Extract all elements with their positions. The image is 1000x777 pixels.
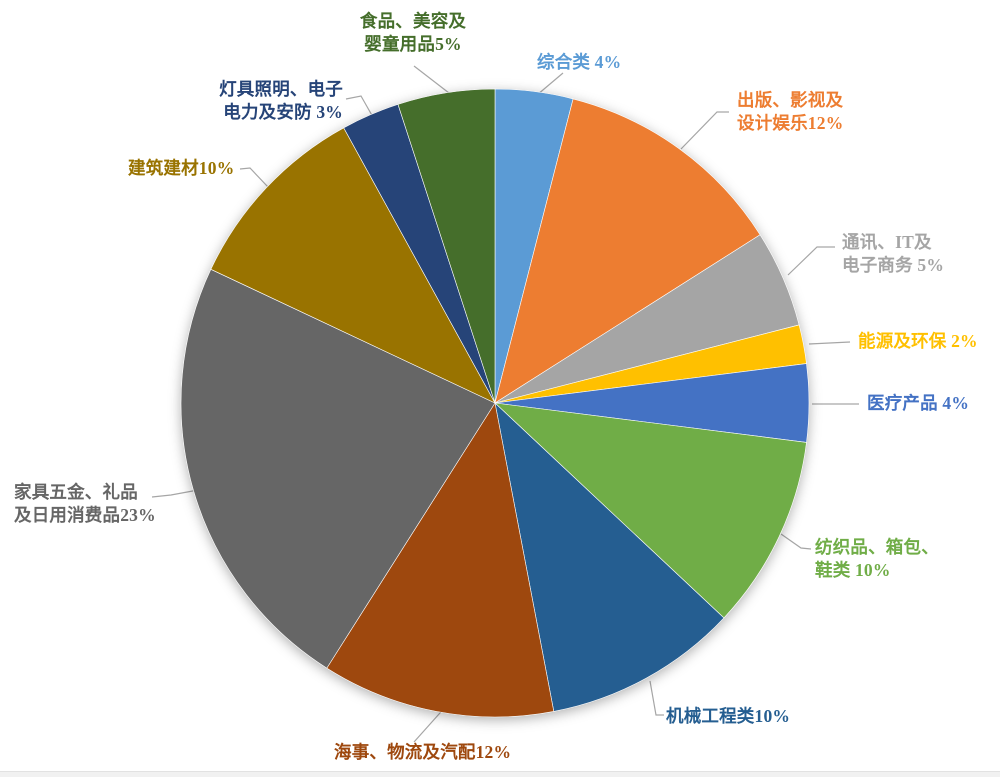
pie-slice-11[interactable]: [397, 88, 496, 404]
slice-label-line: 婴童用品5%: [364, 34, 462, 54]
pie-slices: [180, 88, 810, 718]
slice-label-line: 灯具照明、电子: [219, 79, 343, 99]
slice-label-line: 设计娱乐12%: [737, 113, 844, 133]
leader-line: [649, 680, 664, 716]
slice-label-telecom-it: 通讯、IT及 电子商务 5%: [842, 231, 944, 277]
leader-line: [536, 72, 564, 96]
slice-label-food-beauty: 食品、美容及 婴童用品5%: [350, 10, 476, 56]
leader-line: [239, 167, 269, 188]
pie-slice-8[interactable]: [180, 268, 496, 669]
slice-label-marine-logistics: 海事、物流及汽配12%: [334, 741, 511, 764]
leader-line: [780, 533, 812, 550]
leader-line: [808, 341, 851, 345]
leader-line: [413, 65, 450, 94]
slice-label-energy: 能源及环保 2%: [858, 330, 978, 353]
slice-label-line: 海事、物流及汽配12%: [334, 742, 512, 762]
slice-label-line: 建筑建材10%: [128, 158, 235, 178]
slice-label-medical: 医疗产品 4%: [867, 392, 969, 415]
slice-label-line: 鞋类 10%: [815, 560, 891, 580]
slice-label-building-materials: 建筑建材10%: [128, 157, 234, 180]
slice-label-line: 家具五金、礼品: [14, 482, 138, 502]
slice-label-line: 医疗产品 4%: [867, 393, 970, 413]
leader-lines: [151, 65, 859, 743]
pie-slice-9[interactable]: [210, 127, 496, 404]
slice-label-line: 综合类 4%: [537, 52, 622, 72]
slice-label-machinery: 机械工程类10%: [666, 705, 790, 728]
leader-line: [680, 111, 729, 150]
slice-label-publishing-media: 出版、影视及 设计娱乐12%: [737, 89, 843, 135]
slice-label-line: 出版、影视及: [737, 90, 844, 110]
slice-label-line: 纺织品、箱包、: [815, 537, 939, 557]
pie-slice-6[interactable]: [494, 402, 725, 712]
slice-label-line: 能源及环保 2%: [858, 331, 978, 351]
slice-label-line: 电子商务 5%: [842, 255, 945, 275]
slice-label-line: 通讯、IT及: [842, 232, 932, 252]
slice-label-line: 机械工程类10%: [666, 706, 791, 726]
slice-label-lighting-electronics: 灯具照明、电子 电力及安防 3%: [195, 78, 343, 124]
slice-label-line: 及日用消费品23%: [14, 505, 156, 525]
slice-label-general: 综合类 4%: [537, 51, 621, 74]
leader-line: [787, 246, 835, 276]
pie-slice-5[interactable]: [494, 402, 807, 619]
bottom-divider: [0, 771, 1000, 777]
slice-label-line: 食品、美容及: [359, 11, 467, 31]
slice-label-line: 电力及安防 3%: [223, 102, 343, 122]
slice-label-textiles: 纺织品、箱包、 鞋类 10%: [815, 536, 939, 582]
pie-slice-7[interactable]: [326, 402, 555, 718]
pie-slice-1[interactable]: [494, 98, 761, 404]
slice-label-furniture-hardware: 家具五金、礼品 及日用消费品23%: [14, 481, 156, 527]
